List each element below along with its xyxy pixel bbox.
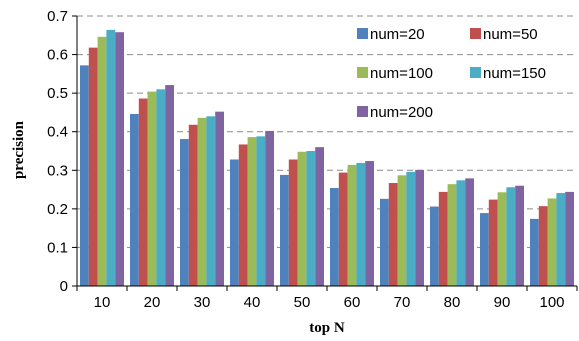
bar-num=150-70 [406,171,416,286]
x-tick-label: 30 [194,294,211,311]
bar-num=50-90 [488,199,498,286]
legend-label: num=20 [370,26,425,43]
bar-num=200-50 [315,147,324,286]
bar-num=100-10 [97,36,107,287]
x-tick-label: 40 [244,294,261,311]
bar-num=20-90 [480,213,489,286]
legend-label: num=50 [483,26,538,43]
legend: num=20 num=50 num=100 num=150 num=200 [357,26,546,121]
axes [72,15,578,291]
y-tick-label: 0.2 [47,201,68,218]
bar-num=100-70 [397,175,407,286]
bar-num=50-30 [188,124,198,287]
bar-num=50-70 [388,183,398,286]
bar-num=20-80 [430,206,439,286]
bar-num=100-90 [497,192,507,286]
x-tick-label: 100 [539,294,564,311]
y-tick-label: 0.3 [47,162,68,179]
y-tick-label: 0.6 [47,47,68,64]
legend-swatch [357,67,368,78]
x-tick-label: 20 [144,294,161,311]
bar-num=200-90 [515,185,524,286]
x-tick-label: 90 [494,294,511,311]
bar-num=200-100 [565,191,574,286]
bar-num=100-20 [147,91,157,286]
legend-label: num=200 [370,104,433,121]
bar-num=20-20 [130,113,139,286]
bar-num=150-10 [106,29,116,287]
bar-num=50-50 [288,159,298,286]
bar-num=200-10 [115,32,124,287]
bar-num=150-90 [506,187,516,286]
x-tick-label: 50 [294,294,311,311]
legend-swatch [470,67,481,78]
bar-num=150-20 [156,89,166,287]
legend-swatch [470,28,481,39]
bar-num=20-60 [330,188,339,286]
bar-num=100-30 [197,117,207,286]
bar-num=50-10 [88,47,98,286]
bar-num=20-100 [530,218,539,286]
bar-num=20-50 [280,174,289,286]
bar-num=150-30 [206,116,216,287]
y-tick-label: 0.5 [47,85,68,102]
bar-num=100-60 [347,164,357,286]
bar-num=100-50 [297,151,307,286]
bars [80,29,574,287]
y-axis-title: precision [11,120,27,179]
bar-num=100-40 [247,137,257,286]
bar-num=150-60 [356,162,366,286]
bar-num=20-10 [80,65,89,286]
bar-num=200-80 [465,178,474,286]
x-tick-label: 70 [394,294,411,311]
x-tick-label: 80 [444,294,461,311]
bar-num=150-100 [556,193,566,286]
bar-num=20-70 [380,198,389,286]
bar-num=20-40 [230,159,239,286]
y-tick-labels: 0 0.1 0.2 0.3 0.4 0.5 0.6 0.7 [47,8,68,295]
bar-num=50-20 [138,98,148,287]
bar-num=50-100 [538,206,548,286]
x-tick-label: 10 [94,294,111,311]
y-tick-label: 0.1 [47,239,68,256]
bar-num=20-30 [180,139,189,286]
bar-num=100-100 [547,198,557,286]
x-tick-label: 60 [344,294,361,311]
y-tick-label: 0 [60,278,68,295]
bar-num=200-40 [265,130,274,286]
bar-num=150-50 [306,151,316,286]
legend-swatch [357,106,368,117]
y-tick-label: 0.7 [47,8,68,25]
bar-num=50-40 [238,144,248,286]
bar-num=200-60 [365,161,374,286]
bar-num=200-30 [215,111,224,287]
bar-num=100-80 [447,184,457,286]
bar-num=150-80 [456,180,466,286]
bar-num=50-80 [438,191,448,286]
bar-num=200-20 [165,85,174,287]
bar-num=200-70 [415,169,424,286]
y-tick-label: 0.4 [47,124,68,141]
bar-num=50-60 [338,172,348,286]
x-axis-title: top N [309,320,345,336]
x-tick-labels: 10 20 30 40 50 60 70 80 90 100 [94,294,565,311]
legend-label: num=150 [483,65,546,82]
bar-num=150-40 [256,136,266,286]
legend-label: num=100 [370,65,433,82]
legend-swatch [357,28,368,39]
